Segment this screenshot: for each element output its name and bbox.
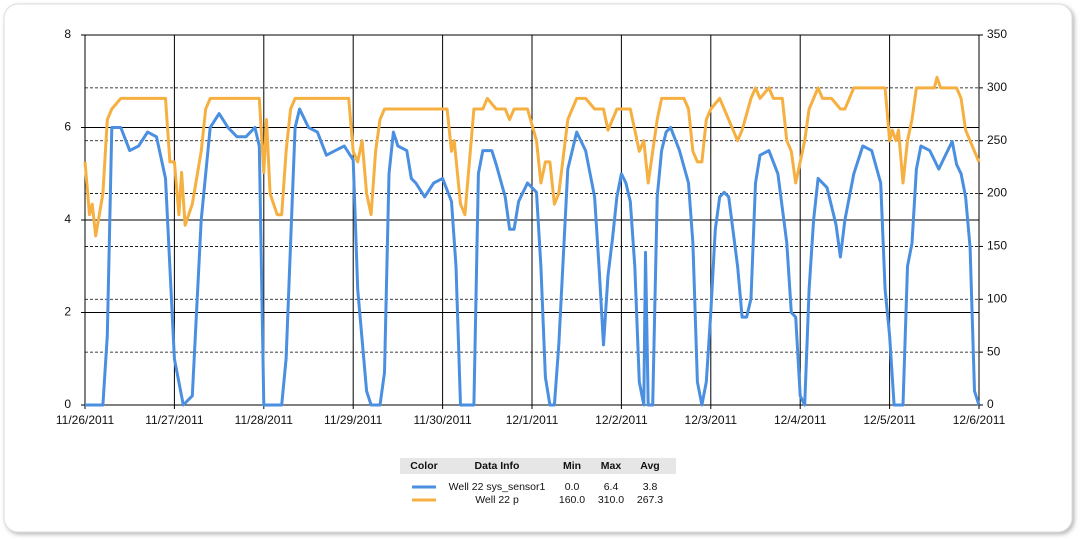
y-tick-label: 6 xyxy=(64,120,71,134)
y2-tick-label: 100 xyxy=(987,291,1007,305)
legend-header: Max xyxy=(601,460,622,472)
x-tick-label: 12/4/2011 xyxy=(774,413,827,427)
x-tick-label: 12/2/2011 xyxy=(595,413,648,427)
y2-tick-label: 0 xyxy=(987,397,994,411)
legend-cell: 267.3 xyxy=(637,494,663,506)
y2-tick-label: 300 xyxy=(987,80,1007,94)
legend-header: Data Info xyxy=(475,460,520,472)
x-tick-label: 12/3/2011 xyxy=(685,413,738,427)
legend-cell: 160.0 xyxy=(559,494,585,506)
legend-cell: Well 22 sys_sensor1 xyxy=(449,481,546,493)
x-tick-label: 11/27/2011 xyxy=(145,413,204,427)
x-tick-label: 12/1/2011 xyxy=(506,413,559,427)
lines xyxy=(83,75,981,407)
legend-table: Color Data Info Min Max Avg Well 22 sys_senso… xyxy=(400,458,676,506)
series-line xyxy=(85,107,981,407)
y2-tick-label: 250 xyxy=(987,133,1007,147)
x-tick-label: 12/5/2011 xyxy=(863,413,916,427)
panel xyxy=(3,3,1073,533)
x-tick-label: 11/26/2011 xyxy=(56,413,115,427)
series-line xyxy=(83,75,981,238)
plot-frame xyxy=(84,34,980,406)
x-tick-label: 11/30/2011 xyxy=(413,413,472,427)
legend-cell: 3.8 xyxy=(643,481,658,493)
legend-cell: 0.0 xyxy=(565,481,580,493)
legend-header-bg xyxy=(400,458,676,474)
legend-cell: 310.0 xyxy=(598,494,624,506)
x-tick-label: 12/6/2011 xyxy=(953,413,1006,427)
y2-tick-label: 50 xyxy=(987,344,1001,358)
x-tick-label: 11/28/2011 xyxy=(235,413,294,427)
y-tick-label: 0 xyxy=(64,397,71,411)
y2-tick-label: 200 xyxy=(987,186,1007,200)
legend-header: Min xyxy=(563,460,581,472)
y2-tick-label: 150 xyxy=(987,239,1007,253)
y-tick-label: 8 xyxy=(64,27,71,41)
x-tick-label: 11/29/2011 xyxy=(324,413,383,427)
legend-header: Avg xyxy=(640,460,659,472)
legend-cell: 6.4 xyxy=(604,481,619,493)
y-tick-label: 2 xyxy=(64,305,71,319)
legend-cell: Well 22 p xyxy=(475,494,519,506)
y2-tick-label: 350 xyxy=(987,27,1007,41)
y-tick-label: 4 xyxy=(64,212,71,226)
legend-header: Color xyxy=(410,460,437,472)
grid: 0 2 4 6 8 0 50 100 150 200 250 300 350 11/26/2011 11/2… xyxy=(56,27,1007,427)
